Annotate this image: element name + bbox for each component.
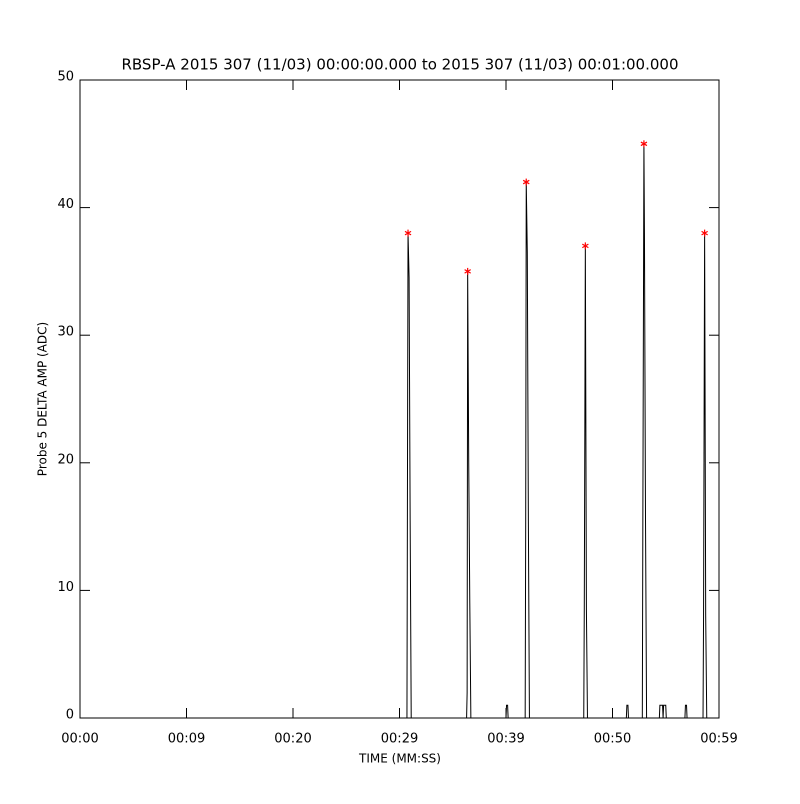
y-axis-label: Probe 5 DELTA AMP (ADC)	[36, 322, 50, 476]
x-tick-label: 00:39	[487, 732, 524, 747]
marker-stroke	[581, 243, 589, 249]
y-tick-label: 10	[57, 580, 74, 595]
peak-marker	[581, 242, 589, 250]
y-tick-label: 50	[57, 70, 74, 85]
chart-title: RBSP-A 2015 307 (11/03) 00:00:00.000 to …	[121, 56, 678, 74]
peak-marker	[404, 229, 412, 237]
x-tick-label: 00:29	[381, 732, 418, 747]
peak-marker	[464, 267, 472, 275]
peak-marker	[640, 140, 648, 148]
x-axis-label: TIME (MM:SS)	[358, 752, 441, 766]
data-line	[80, 143, 719, 719]
peak-marker	[701, 229, 708, 237]
y-tick-label: 0	[66, 708, 74, 723]
x-tick-label: 00:59	[700, 732, 737, 747]
y-tick-label: 40	[57, 197, 74, 212]
marker-stroke	[701, 230, 708, 236]
x-tick-label: 00:09	[168, 732, 205, 747]
y-tick-label: 30	[57, 325, 74, 340]
marker-stroke	[640, 141, 648, 147]
x-tick-label: 00:20	[274, 732, 311, 747]
marker-stroke	[464, 269, 472, 274]
x-tick-label: 00:00	[61, 732, 98, 747]
x-tick-label: 00:50	[594, 732, 631, 747]
marker-stroke	[404, 230, 412, 236]
peak-marker	[522, 178, 530, 186]
y-tick-label: 20	[57, 452, 74, 467]
marker-stroke	[522, 179, 530, 185]
